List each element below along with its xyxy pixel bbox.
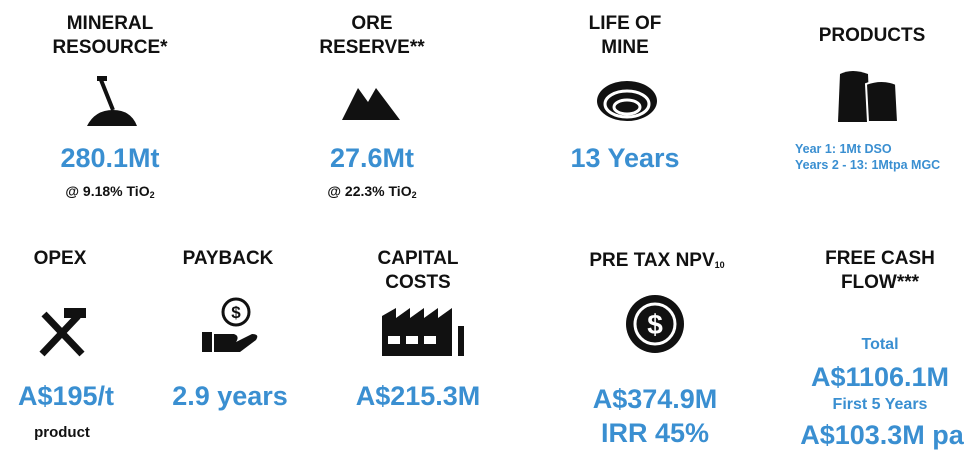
tile-value: 27.6Mt	[329, 143, 415, 173]
tile-note: @ 9.18% TiO2	[65, 183, 155, 200]
svg-text:$: $	[231, 303, 241, 322]
title-line: CAPITAL	[377, 248, 459, 269]
tile-title: PRODUCTS	[818, 25, 926, 46]
title-line: ORE	[351, 13, 393, 34]
tile-value: 280.1Mt	[60, 143, 160, 173]
dollar-coin-icon: $	[626, 295, 684, 353]
title-line: FLOW***	[840, 272, 920, 293]
tile-title: FREE CASH FLOW***	[825, 247, 935, 295]
tile-title: ORE RESERVE**	[319, 12, 424, 60]
pit-icon	[597, 81, 657, 121]
bags-icon	[838, 71, 900, 123]
factory-icon	[382, 308, 464, 356]
product-lines: Year 1: 1Mt DSO Years 2 - 13: 1Mtpa MGC	[795, 141, 940, 173]
tile-title: MINERAL RESOURCE*	[52, 12, 167, 60]
tile-value: A$215.3M	[355, 381, 481, 411]
tile-value: A$103.3M pa	[800, 420, 964, 450]
title-line: RESOURCE*	[52, 37, 168, 58]
product-line: Years 2 - 13: 1Mtpa MGC	[795, 158, 941, 172]
tile-title: PRE TAX NPV10	[589, 249, 724, 275]
note-text: @ 22.3% TiO	[327, 183, 412, 199]
tile-value: A$1106.1M	[810, 362, 950, 392]
title-line: COSTS	[385, 272, 451, 293]
tile-note: product	[34, 424, 90, 441]
note-text: @ 9.18% TiO	[65, 183, 150, 199]
tile-label: First 5 Years	[832, 396, 928, 413]
tile-value: A$195/t	[17, 381, 115, 411]
tools-icon	[39, 308, 86, 357]
tile-title: LIFE OF MINE	[589, 12, 662, 60]
tile-title: PAYBACK	[182, 248, 274, 269]
title-line: PRE TAX NPV	[589, 250, 715, 271]
title-line: MINERAL	[66, 13, 154, 34]
subscript: 10	[714, 260, 725, 270]
tile-title: CAPITAL COSTS	[378, 247, 459, 295]
title-line: RESERVE**	[319, 37, 425, 58]
tile-value: 2.9 years	[172, 381, 288, 411]
subscript: 2	[411, 190, 417, 200]
svg-text:$: $	[647, 309, 663, 340]
tile-note: @ 22.3% TiO2	[327, 183, 417, 200]
subscript: 2	[149, 190, 155, 200]
tile-value: 13 Years	[570, 143, 680, 173]
shovel-icon	[87, 76, 137, 126]
tile-value: A$374.9M	[592, 384, 718, 414]
tile-title: OPEX	[33, 248, 87, 269]
title-line: MINE	[601, 37, 649, 58]
title-line: LIFE OF	[588, 13, 662, 34]
mountain-icon	[342, 88, 400, 120]
product-line: Year 1: 1Mt DSO	[795, 142, 892, 156]
tile-label: Total	[861, 336, 899, 353]
payback-icon: $	[202, 297, 258, 352]
tile-value: IRR 45%	[600, 418, 710, 448]
title-line: FREE CASH	[825, 248, 935, 269]
